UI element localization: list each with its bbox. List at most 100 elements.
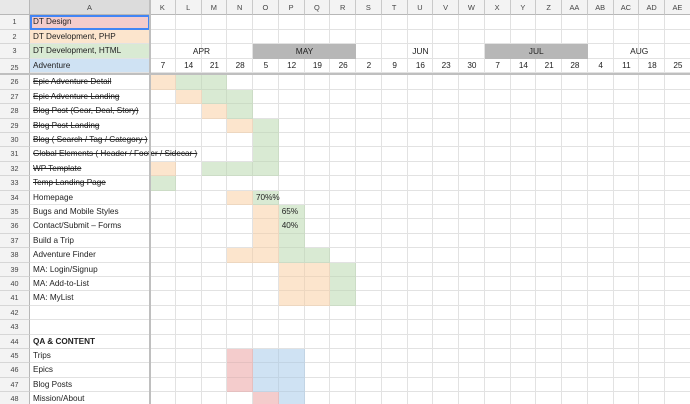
grid-cell[interactable] <box>639 392 665 404</box>
grid-cell[interactable] <box>330 15 356 30</box>
grid-cell[interactable] <box>639 349 665 364</box>
grid-cell[interactable] <box>510 233 537 249</box>
row-header[interactable]: 30 <box>0 133 30 148</box>
grid-cell[interactable] <box>330 104 356 119</box>
grid-cell[interactable] <box>484 161 511 177</box>
grid-cell[interactable] <box>381 277 408 292</box>
grid-cell[interactable] <box>639 205 665 220</box>
grid-cell[interactable] <box>587 44 614 59</box>
grid-cell[interactable] <box>510 89 537 105</box>
grid-cell[interactable] <box>278 190 305 205</box>
grid-cell[interactable] <box>665 118 690 133</box>
grid-cell[interactable] <box>356 89 382 105</box>
grid-cell[interactable] <box>613 15 640 30</box>
grid-cell[interactable] <box>150 205 176 220</box>
grid-cell[interactable] <box>356 248 382 263</box>
grid-cell[interactable] <box>484 133 511 148</box>
grid-cell[interactable] <box>613 89 640 105</box>
grid-cell[interactable] <box>536 190 562 205</box>
grid-cell[interactable] <box>407 15 434 30</box>
grid-cell[interactable] <box>201 262 228 277</box>
grid-cell[interactable] <box>639 118 665 133</box>
grid-cell[interactable] <box>510 305 537 321</box>
grid-cell[interactable] <box>562 291 588 306</box>
grid-cell[interactable] <box>665 205 690 220</box>
grid-cell[interactable] <box>253 320 279 335</box>
grid-cell[interactable] <box>202 392 228 404</box>
grid-cell[interactable] <box>304 133 331 148</box>
column-header[interactable]: U <box>407 0 434 15</box>
grid-cell[interactable] <box>356 190 382 205</box>
grid-cell[interactable] <box>305 392 331 404</box>
grid-cell[interactable] <box>587 147 614 162</box>
grid-cell[interactable] <box>304 118 331 133</box>
grid-cell[interactable] <box>665 363 690 378</box>
grid-cell[interactable] <box>407 176 434 191</box>
grid-cell[interactable] <box>407 89 434 105</box>
grid-cell[interactable] <box>330 133 356 148</box>
grid-cell[interactable] <box>278 104 305 119</box>
grid-cell[interactable] <box>536 320 562 335</box>
grid-cell[interactable] <box>484 176 511 191</box>
grid-cell[interactable] <box>613 147 640 162</box>
grid-cell[interactable] <box>381 133 408 148</box>
grid-cell[interactable] <box>613 161 640 177</box>
grid-cell[interactable] <box>381 190 408 205</box>
grid-cell[interactable] <box>613 363 640 378</box>
grid-cell[interactable] <box>278 334 305 349</box>
grid-cell[interactable] <box>227 219 253 234</box>
grid-cell[interactable] <box>665 89 690 105</box>
grid-cell[interactable] <box>459 219 485 234</box>
grid-cell[interactable] <box>433 89 459 105</box>
grid-cell[interactable] <box>562 377 588 393</box>
grid-cell[interactable] <box>433 233 459 249</box>
grid-cell[interactable] <box>587 15 614 30</box>
grid-cell[interactable] <box>278 75 305 90</box>
grid-cell[interactable] <box>536 277 562 292</box>
grid-cell[interactable] <box>330 161 356 177</box>
column-header[interactable]: Q <box>304 0 331 15</box>
grid-cell[interactable] <box>639 334 665 349</box>
grid-cell[interactable] <box>304 190 331 205</box>
row-header[interactable]: 41 <box>0 291 30 306</box>
grid-cell[interactable] <box>562 161 588 177</box>
grid-cell[interactable] <box>484 233 511 249</box>
grid-cell[interactable] <box>510 262 537 277</box>
grid-cell[interactable] <box>562 305 588 321</box>
row-header[interactable]: 45 <box>0 349 30 364</box>
grid-cell[interactable] <box>330 190 356 205</box>
grid-cell[interactable] <box>562 176 588 191</box>
grid-cell[interactable] <box>150 15 176 30</box>
grid-cell[interactable] <box>433 392 459 404</box>
grid-cell[interactable] <box>356 377 382 393</box>
grid-cell[interactable] <box>381 219 408 234</box>
grid-cell[interactable] <box>484 377 511 393</box>
grid-cell[interactable] <box>407 277 434 292</box>
grid-cell[interactable] <box>587 205 614 220</box>
grid-cell[interactable] <box>150 363 176 378</box>
grid-cell[interactable] <box>407 161 434 177</box>
grid-cell[interactable] <box>665 190 690 205</box>
grid-cell[interactable] <box>613 29 640 44</box>
grid-cell[interactable] <box>201 277 228 292</box>
grid-cell[interactable] <box>536 262 562 277</box>
grid-cell[interactable] <box>150 262 176 277</box>
grid-cell[interactable] <box>665 147 690 162</box>
grid-cell[interactable] <box>614 392 640 404</box>
grid-cell[interactable] <box>381 118 408 133</box>
grid-cell[interactable] <box>408 392 434 404</box>
grid-cell[interactable] <box>330 349 356 364</box>
grid-cell[interactable] <box>356 392 382 404</box>
grid-cell[interactable] <box>587 75 614 90</box>
grid-cell[interactable] <box>433 377 459 393</box>
grid-cell[interactable] <box>484 205 511 220</box>
grid-cell[interactable] <box>484 219 511 234</box>
grid-cell[interactable] <box>536 377 562 393</box>
grid-cell[interactable] <box>536 219 562 234</box>
grid-cell[interactable] <box>381 75 408 90</box>
grid-cell[interactable] <box>304 349 331 364</box>
grid-cell[interactable] <box>433 320 459 335</box>
grid-cell[interactable] <box>278 133 305 148</box>
grid-cell[interactable] <box>150 248 176 263</box>
